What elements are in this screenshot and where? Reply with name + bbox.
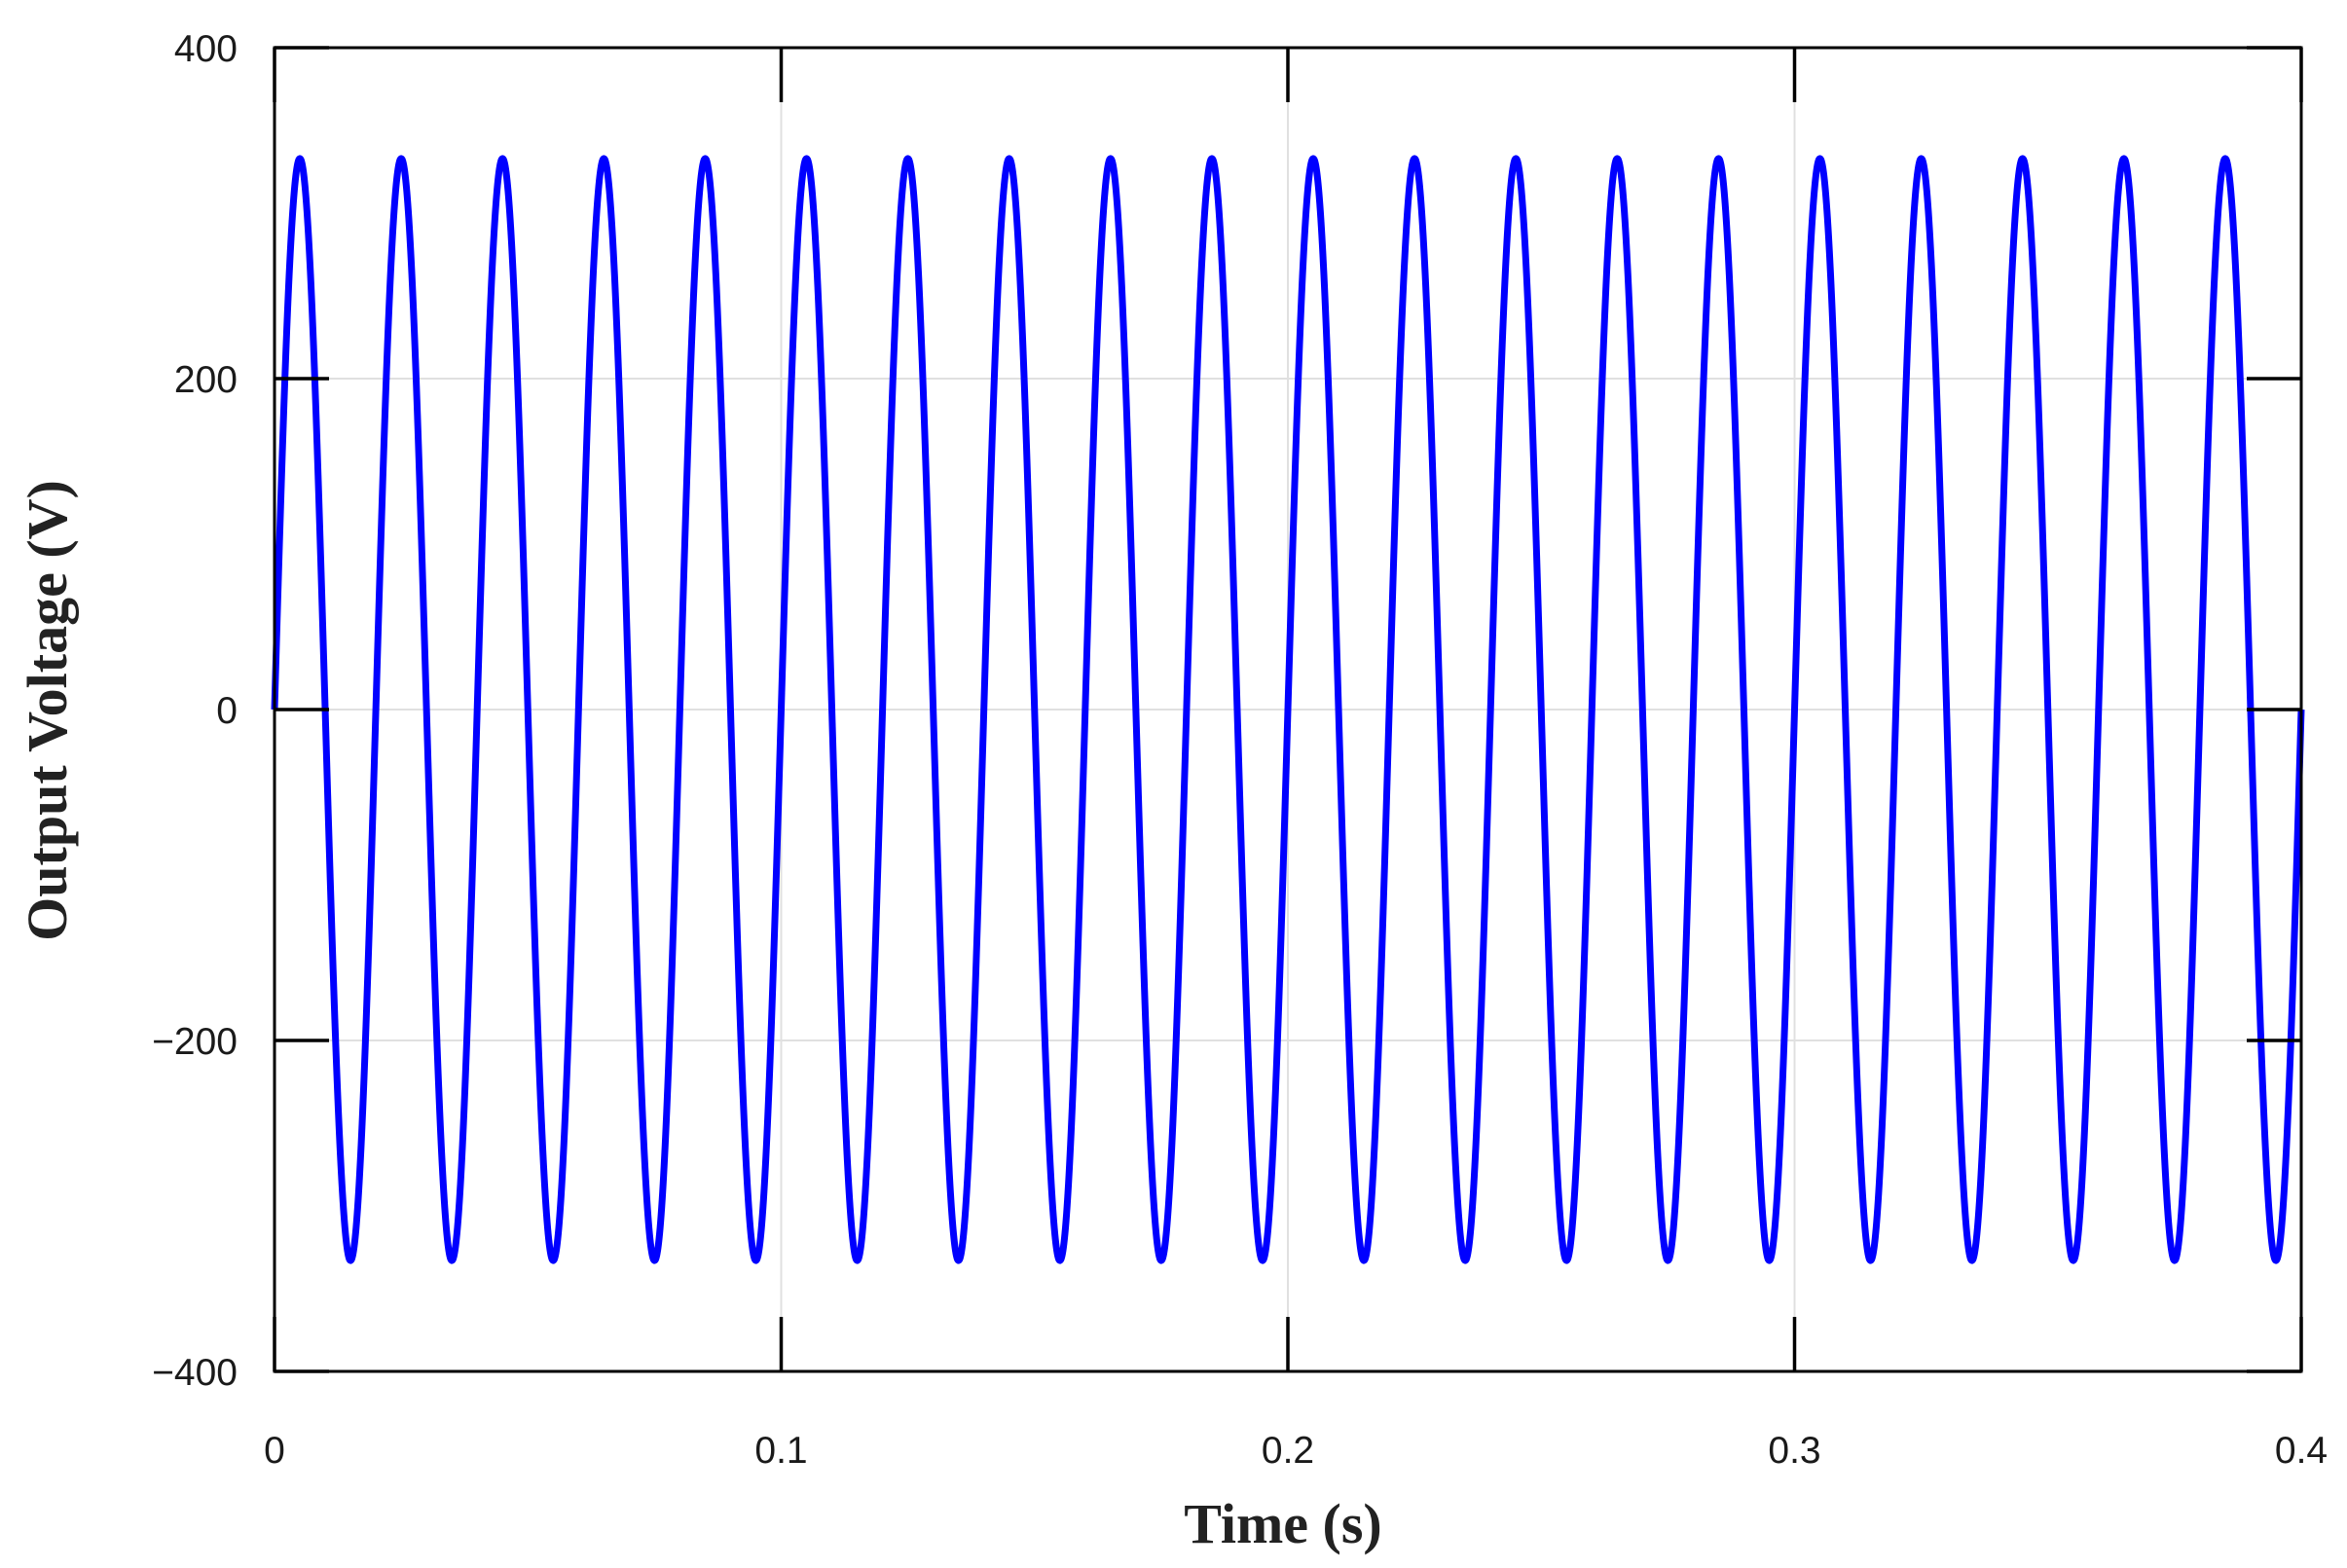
y-tick-label: −400 bbox=[152, 1352, 238, 1394]
y-tick-label: 0 bbox=[216, 690, 238, 732]
y-tick-label: −200 bbox=[152, 1021, 238, 1063]
y-axis-title: Output Voltage (V) bbox=[16, 480, 79, 941]
y-tick-label: 200 bbox=[174, 359, 238, 401]
y-tick-label: 400 bbox=[174, 28, 238, 70]
x-tick-label: 0 bbox=[264, 1430, 285, 1472]
x-tick-label: 0.2 bbox=[1262, 1430, 1314, 1472]
ticks bbox=[273, 46, 2303, 1373]
tick-labels: 0 0.1 0.2 0.3 0.4 400 200 0 −200 −400 bbox=[152, 28, 2328, 1472]
series-layer bbox=[271, 155, 2305, 1264]
x-tick-label: 0.1 bbox=[754, 1430, 807, 1472]
x-tick-label: 0.3 bbox=[1768, 1430, 1820, 1472]
series-line bbox=[271, 155, 2305, 1264]
x-tick-label: 0.4 bbox=[2275, 1430, 2328, 1472]
x-axis-title: Time (s) bbox=[1184, 1492, 1382, 1555]
